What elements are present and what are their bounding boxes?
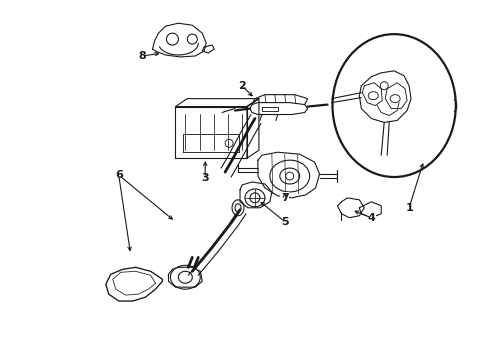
Text: 4: 4 [368,213,375,223]
Text: 6: 6 [115,170,122,180]
Text: 3: 3 [201,173,209,183]
Text: 2: 2 [238,81,246,91]
Text: 7: 7 [281,193,289,203]
Text: 1: 1 [405,203,413,213]
Text: 8: 8 [139,51,147,61]
Text: 5: 5 [281,217,289,227]
Polygon shape [175,107,247,158]
